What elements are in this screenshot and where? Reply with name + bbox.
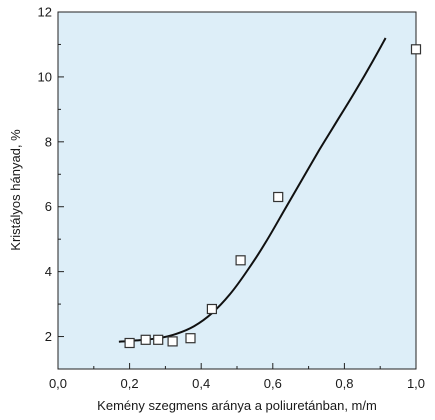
data-point xyxy=(410,44,422,55)
y-tick-label: 2 xyxy=(45,329,52,344)
data-point xyxy=(206,303,217,315)
data-point xyxy=(273,191,284,203)
data-point xyxy=(167,336,178,347)
y-tick-label: 12 xyxy=(38,5,52,20)
data-point xyxy=(153,334,164,345)
x-tick-label: 0,4 xyxy=(192,376,210,391)
x-tick-label: 1,0 xyxy=(407,376,425,391)
y-axis-ticks: 2 4 6 8 10 12 xyxy=(38,5,64,344)
x-tick-label: 0,0 xyxy=(49,376,67,391)
y-tick-label: 10 xyxy=(38,69,52,84)
y-axis-label: Kristályos hányad, % xyxy=(8,129,23,251)
data-point xyxy=(124,337,135,349)
y-tick-label: 8 xyxy=(45,134,52,149)
x-axis-label: Kemény szegmens aránya a poliuretánban, … xyxy=(97,398,377,413)
y-tick-label: 6 xyxy=(45,199,52,214)
x-tick-label: 0,8 xyxy=(335,376,353,391)
x-axis-ticks: 0,0 0,2 0,4 0,6 0,8 1,0 xyxy=(49,363,425,391)
data-point xyxy=(185,333,196,344)
data-point xyxy=(235,255,246,266)
trend-line xyxy=(118,37,387,343)
data-point xyxy=(140,334,151,345)
x-tick-label: 0,6 xyxy=(264,376,282,391)
y-tick-label: 4 xyxy=(45,264,52,279)
x-tick-label: 0,2 xyxy=(121,376,139,391)
plot-area xyxy=(57,11,417,370)
data-markers xyxy=(124,44,422,349)
